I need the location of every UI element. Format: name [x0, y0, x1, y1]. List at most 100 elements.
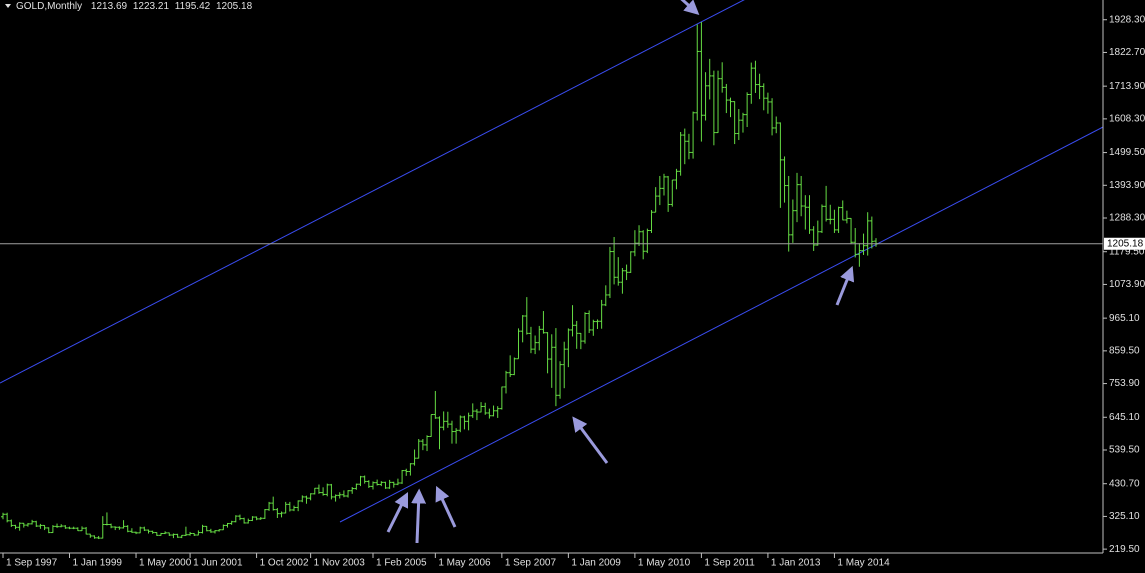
ohlc-bar: [628, 251, 633, 273]
ohlc-bar: [645, 228, 650, 254]
ohlc-bar: [807, 195, 812, 234]
ohlc-bar: [678, 131, 683, 176]
ohlc-bar: [711, 70, 716, 146]
x-tick-label: 1 Feb 2005: [376, 558, 427, 569]
ohlc-bar: [869, 216, 874, 249]
ohlc-bar: [599, 299, 604, 329]
ohlc-bar: [42, 524, 47, 531]
ohlc-bar: [225, 522, 230, 528]
ohlc-bar: [391, 481, 396, 488]
ohlc-bar: [254, 516, 259, 521]
ohlc-bar: [262, 509, 267, 519]
ohlc-bar: [71, 526, 76, 530]
ohlc-bar: [283, 501, 288, 514]
ohlc-bar: [462, 415, 467, 430]
ohlc-bar: [296, 500, 301, 512]
x-tick-label: 1 Jan 2009: [571, 558, 621, 569]
ohlc-bar: [549, 334, 554, 388]
ohlc-bar: [221, 524, 226, 531]
ohlc-bar: [109, 523, 114, 529]
plot-area: [0, 0, 1103, 540]
ohlc-bar: [832, 209, 837, 233]
ohlc-bar: [782, 156, 787, 203]
ohlc-bar: [292, 505, 296, 512]
arrow: [435, 485, 457, 528]
ohlc-bar: [487, 408, 492, 419]
ohlc-bar: [765, 92, 770, 114]
ohlc-bar: [242, 517, 247, 524]
ohlc-bar: [358, 475, 363, 487]
ohlc-bar: [799, 175, 804, 217]
x-tick-label: 1 May 2010: [638, 558, 691, 569]
ohlc-bar: [724, 83, 729, 114]
ohlc-bar: [624, 264, 629, 281]
ohlc-bar: [553, 328, 558, 407]
ohlc-bar: [158, 532, 163, 536]
ohlc-bar: [96, 535, 101, 540]
ohlc-bar: [50, 525, 55, 534]
ohlc-bar: [425, 435, 430, 452]
ohlc-bar: [570, 305, 575, 337]
ohlc-bar: [578, 332, 583, 350]
ohlc-bar: [499, 386, 504, 410]
ohlc-bar: [146, 529, 151, 534]
ohlc-bar: [333, 494, 338, 502]
y-tick-label: 1073.90: [1109, 279, 1145, 290]
ohlc-bar: [474, 408, 479, 421]
ohlc-bar: [504, 370, 509, 394]
ohlc-bar: [528, 326, 533, 354]
ohlc-bar: [1, 512, 5, 520]
ohlc-bar: [657, 175, 662, 206]
ohlc-bar: [587, 310, 592, 334]
x-tick-label: 1 Jan 2013: [771, 558, 821, 569]
y-tick-label: 325.10: [1109, 511, 1140, 522]
ohlc-bar: [138, 526, 143, 534]
ohlc-bar: [541, 311, 546, 334]
ohlc-bar: [516, 328, 521, 360]
ohlc-bar: [861, 233, 866, 255]
ohlc-bar: [749, 62, 754, 104]
y-tick-label: 219.50: [1109, 544, 1140, 555]
y-tick-label: 1822.70: [1109, 47, 1145, 58]
ohlc-bar: [134, 531, 139, 535]
ohlc-bar: [736, 109, 741, 141]
x-tick-label: 1 May 2000: [139, 558, 192, 569]
ohlc-bar: [433, 390, 438, 419]
ohlc-bar: [163, 531, 168, 535]
ohlc-bar: [321, 487, 326, 496]
ohlc-bar: [279, 511, 284, 518]
ohlc-bar: [716, 70, 721, 134]
ohlc-bar: [121, 520, 126, 529]
symbol: GOLD,Monthly: [16, 1, 82, 12]
ohlc-bar: [192, 532, 197, 536]
ohlc-bar: [745, 92, 750, 128]
ohlc-bar: [732, 101, 737, 145]
ohlc-bar: [524, 297, 529, 335]
ohlc-bar: [183, 526, 188, 536]
ohlc-bar: [857, 243, 862, 267]
ohlc-bar: [420, 438, 425, 451]
ohlc-bar: [757, 73, 762, 100]
ohlc-bar: [196, 530, 201, 536]
y-tick-label: 859.50: [1109, 345, 1140, 356]
ohlc-bar: [707, 58, 712, 100]
ohlc-bar: [865, 212, 870, 256]
ohlc-bar: [674, 168, 679, 190]
x-tick-label: 1 Jun 2001: [193, 558, 243, 569]
ohlc-bar: [100, 516, 105, 539]
menu-triangle[interactable]: [5, 4, 11, 8]
ohlc-bar: [840, 200, 845, 221]
ohlc-bar: [55, 523, 60, 528]
ohlc-bar: [271, 496, 276, 511]
ohlc-bar: [849, 217, 854, 245]
x-tick-label: 1 Oct 2002: [260, 558, 309, 569]
y-tick-label: 965.10: [1109, 313, 1140, 324]
ohlc-bar: [366, 480, 371, 488]
arrow: [680, 0, 700, 16]
x-tick-label: 1 Nov 2003: [314, 558, 366, 569]
ohlc-bar: [213, 530, 218, 534]
ohlc-bar: [79, 526, 84, 532]
ohlc-bar: [790, 199, 795, 243]
